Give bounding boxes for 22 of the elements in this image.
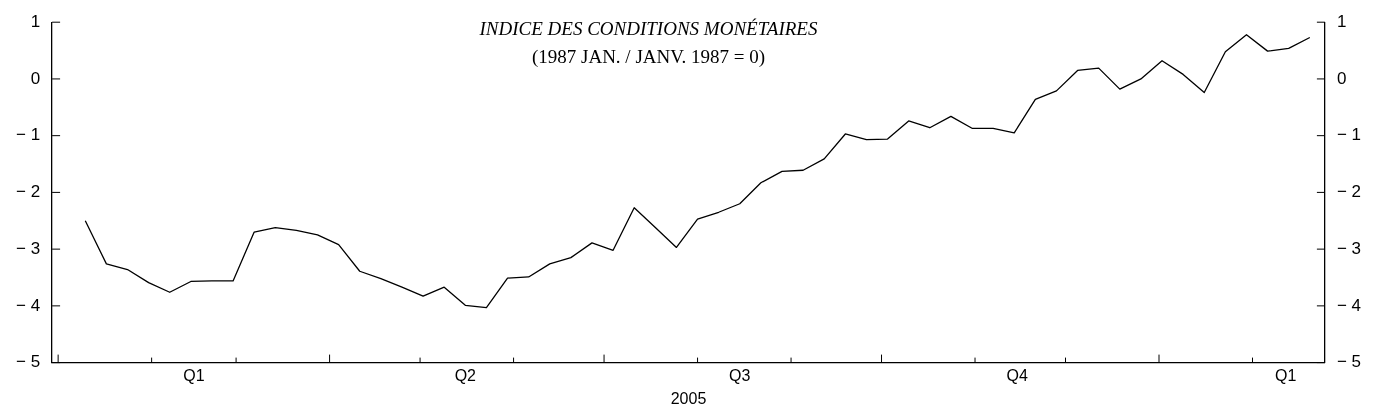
y-tick-label: − 1 bbox=[16, 125, 41, 145]
y-tick-label: 0 bbox=[30, 68, 41, 88]
x-axis-title: 2005 bbox=[670, 389, 707, 407]
y2-tick-label: − 1 bbox=[1336, 125, 1361, 145]
chart-title: INDICE DES CONDITIONS MONÉTAIRES bbox=[478, 18, 818, 40]
y-tick-label: − 5 bbox=[16, 352, 41, 372]
x-tick-label: Q1 bbox=[1275, 366, 1297, 384]
x-tick-label: Q4 bbox=[1006, 366, 1029, 384]
y2-tick-label: − 5 bbox=[1336, 352, 1361, 372]
y-tick-label: 1 bbox=[30, 11, 41, 31]
y-tick-label: − 4 bbox=[16, 295, 41, 315]
y-tick-label: − 3 bbox=[16, 238, 41, 258]
x-tick-label: Q1 bbox=[183, 366, 205, 384]
y2-tick-label: − 3 bbox=[1336, 238, 1361, 258]
x-tick-label: Q2 bbox=[454, 366, 477, 384]
y2-tick-label: 0 bbox=[1336, 68, 1347, 88]
text: (1987 JAN. / JANV. 1987 = 0) bbox=[531, 46, 766, 69]
y-tick-label: − 2 bbox=[16, 182, 41, 202]
x-tick-label: Q3 bbox=[729, 366, 751, 384]
y2-tick-label: − 2 bbox=[1336, 182, 1361, 202]
y2-tick-label: 1 bbox=[1336, 11, 1347, 31]
y2-tick-label: − 4 bbox=[1336, 295, 1361, 315]
